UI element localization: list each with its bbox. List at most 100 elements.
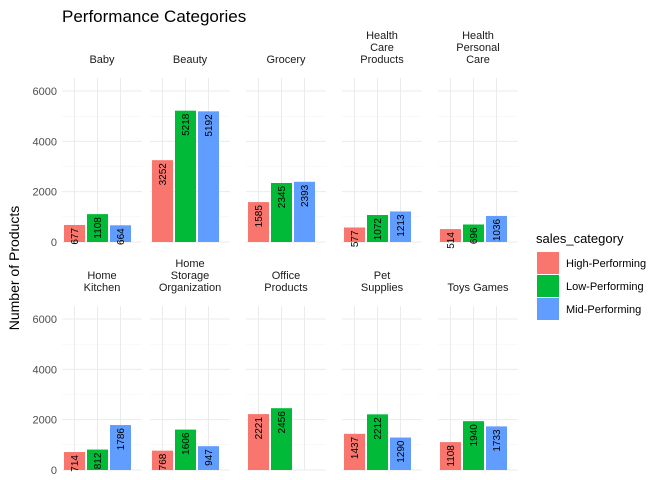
y-tick-label: 0 xyxy=(51,465,57,477)
facet-label: Health Personal Care xyxy=(456,30,499,66)
data-label: 2212 xyxy=(373,417,384,440)
bar xyxy=(87,214,108,242)
bar xyxy=(486,426,507,470)
bar xyxy=(344,433,365,470)
bar xyxy=(390,437,411,470)
facet-label-line: Health xyxy=(462,30,494,42)
facet-label: Home Kitchen xyxy=(84,270,121,294)
bar xyxy=(198,111,219,243)
facet-label-line: Home xyxy=(87,270,116,282)
data-label: 1213 xyxy=(396,214,407,237)
y-tick-label: 6000 xyxy=(33,86,57,98)
data-label: 947 xyxy=(204,449,215,466)
legend-key xyxy=(537,252,559,274)
bar xyxy=(175,429,196,470)
bar xyxy=(198,446,219,470)
bar xyxy=(152,160,173,242)
facet-label: Toys Games xyxy=(447,282,509,294)
facet-label: Pet Supplies xyxy=(361,270,404,294)
bar xyxy=(64,452,85,470)
data-label: 1585 xyxy=(254,205,265,228)
facet-label: Grocery xyxy=(266,54,306,66)
data-label: 677 xyxy=(70,228,81,245)
facet-label-line: Products xyxy=(360,54,404,66)
data-label: 514 xyxy=(446,232,457,249)
data-label: 812 xyxy=(93,452,104,469)
legend: sales_category High-Performing Low-Perfor… xyxy=(536,231,646,320)
y-tick-label: 0 xyxy=(51,237,57,249)
y-tick-label: 6000 xyxy=(33,314,57,326)
facet-label-line: Grocery xyxy=(266,54,306,66)
data-label: 1108 xyxy=(446,445,457,467)
bar xyxy=(110,225,131,242)
facet-panel: Grocery 1585 2345 2393 xyxy=(246,54,326,243)
data-label: 3252 xyxy=(158,163,169,186)
facet-panel: Home Kitchen 714 812 1786 0 2000 4000 6000 xyxy=(33,270,142,477)
facet-label-line: Health xyxy=(366,30,398,42)
facet-label-line: Care xyxy=(370,42,394,54)
data-label: 2345 xyxy=(277,186,288,209)
facet-label-line: Toys Games xyxy=(447,282,509,294)
data-label: 1072 xyxy=(373,218,384,241)
legend-key xyxy=(537,275,559,297)
legend-title: sales_category xyxy=(536,231,624,246)
facet-label: Health Care Products xyxy=(360,30,404,66)
facet-panel: Beauty 3252 5218 5192 xyxy=(150,54,230,243)
facet-panel: Baby 677 1108 664 0 2000 4000 6000 xyxy=(33,54,142,249)
facet-panel: Pet Supplies 1437 2212 1290 xyxy=(342,270,422,471)
facet-label-line: Baby xyxy=(89,54,115,66)
legend-key xyxy=(537,298,559,320)
data-label: 1437 xyxy=(350,436,361,459)
bar xyxy=(271,408,292,470)
bar xyxy=(367,215,388,242)
bar xyxy=(294,181,315,242)
bar xyxy=(390,211,411,242)
data-label: 1606 xyxy=(181,432,192,455)
facet-label-line: Personal xyxy=(456,42,499,54)
bar xyxy=(248,414,269,470)
facet-panel: Office Products 2221 2456 xyxy=(246,270,326,471)
bar xyxy=(110,425,131,470)
data-label: 1733 xyxy=(492,429,503,452)
data-label: 2221 xyxy=(254,417,265,440)
y-tick-label: 4000 xyxy=(33,364,57,376)
data-label: 1290 xyxy=(396,440,407,463)
y-tick-label: 4000 xyxy=(33,136,57,148)
facet-label: Beauty xyxy=(173,54,208,66)
data-label: 5192 xyxy=(204,114,215,137)
data-label: 1108 xyxy=(93,217,104,239)
data-label: 714 xyxy=(70,455,81,472)
data-label: 768 xyxy=(158,453,169,470)
facet-label-line: Care xyxy=(466,54,490,66)
y-tick-label: 2000 xyxy=(33,187,57,199)
bar xyxy=(175,110,196,243)
chart-title: Performance Categories xyxy=(62,7,246,26)
facet-label-line: Office xyxy=(272,270,301,282)
data-label: 5218 xyxy=(181,113,192,136)
bar xyxy=(486,215,507,242)
data-label: 577 xyxy=(350,230,361,247)
facet-label: Baby xyxy=(89,54,115,66)
legend-label: High-Performing xyxy=(566,258,646,270)
bar xyxy=(367,414,388,470)
bar xyxy=(463,421,484,470)
bar xyxy=(152,450,173,470)
facet-label-line: Beauty xyxy=(173,54,208,66)
bar xyxy=(64,224,85,242)
bar xyxy=(440,442,461,470)
data-label: 696 xyxy=(469,227,480,244)
facet-label-line: Organization xyxy=(159,282,221,294)
facet-label-line: Pet xyxy=(374,270,391,282)
facet-panel: Toys Games 1108 1940 1733 xyxy=(438,282,518,471)
facet-label-line: Storage xyxy=(171,270,210,282)
data-label: 2393 xyxy=(300,184,311,207)
bar xyxy=(87,449,108,470)
facet-panel: Home Storage Organization 768 1606 947 xyxy=(150,258,230,471)
facet-label: Office Products xyxy=(264,270,308,294)
bar xyxy=(344,227,365,242)
facet-panel: Health Care Products 577 1072 1213 xyxy=(342,30,422,247)
data-label: 1786 xyxy=(116,428,127,451)
legend-items: High-Performing Low-Performing Mid-Perform… xyxy=(537,252,646,320)
data-label: 1940 xyxy=(469,424,480,447)
